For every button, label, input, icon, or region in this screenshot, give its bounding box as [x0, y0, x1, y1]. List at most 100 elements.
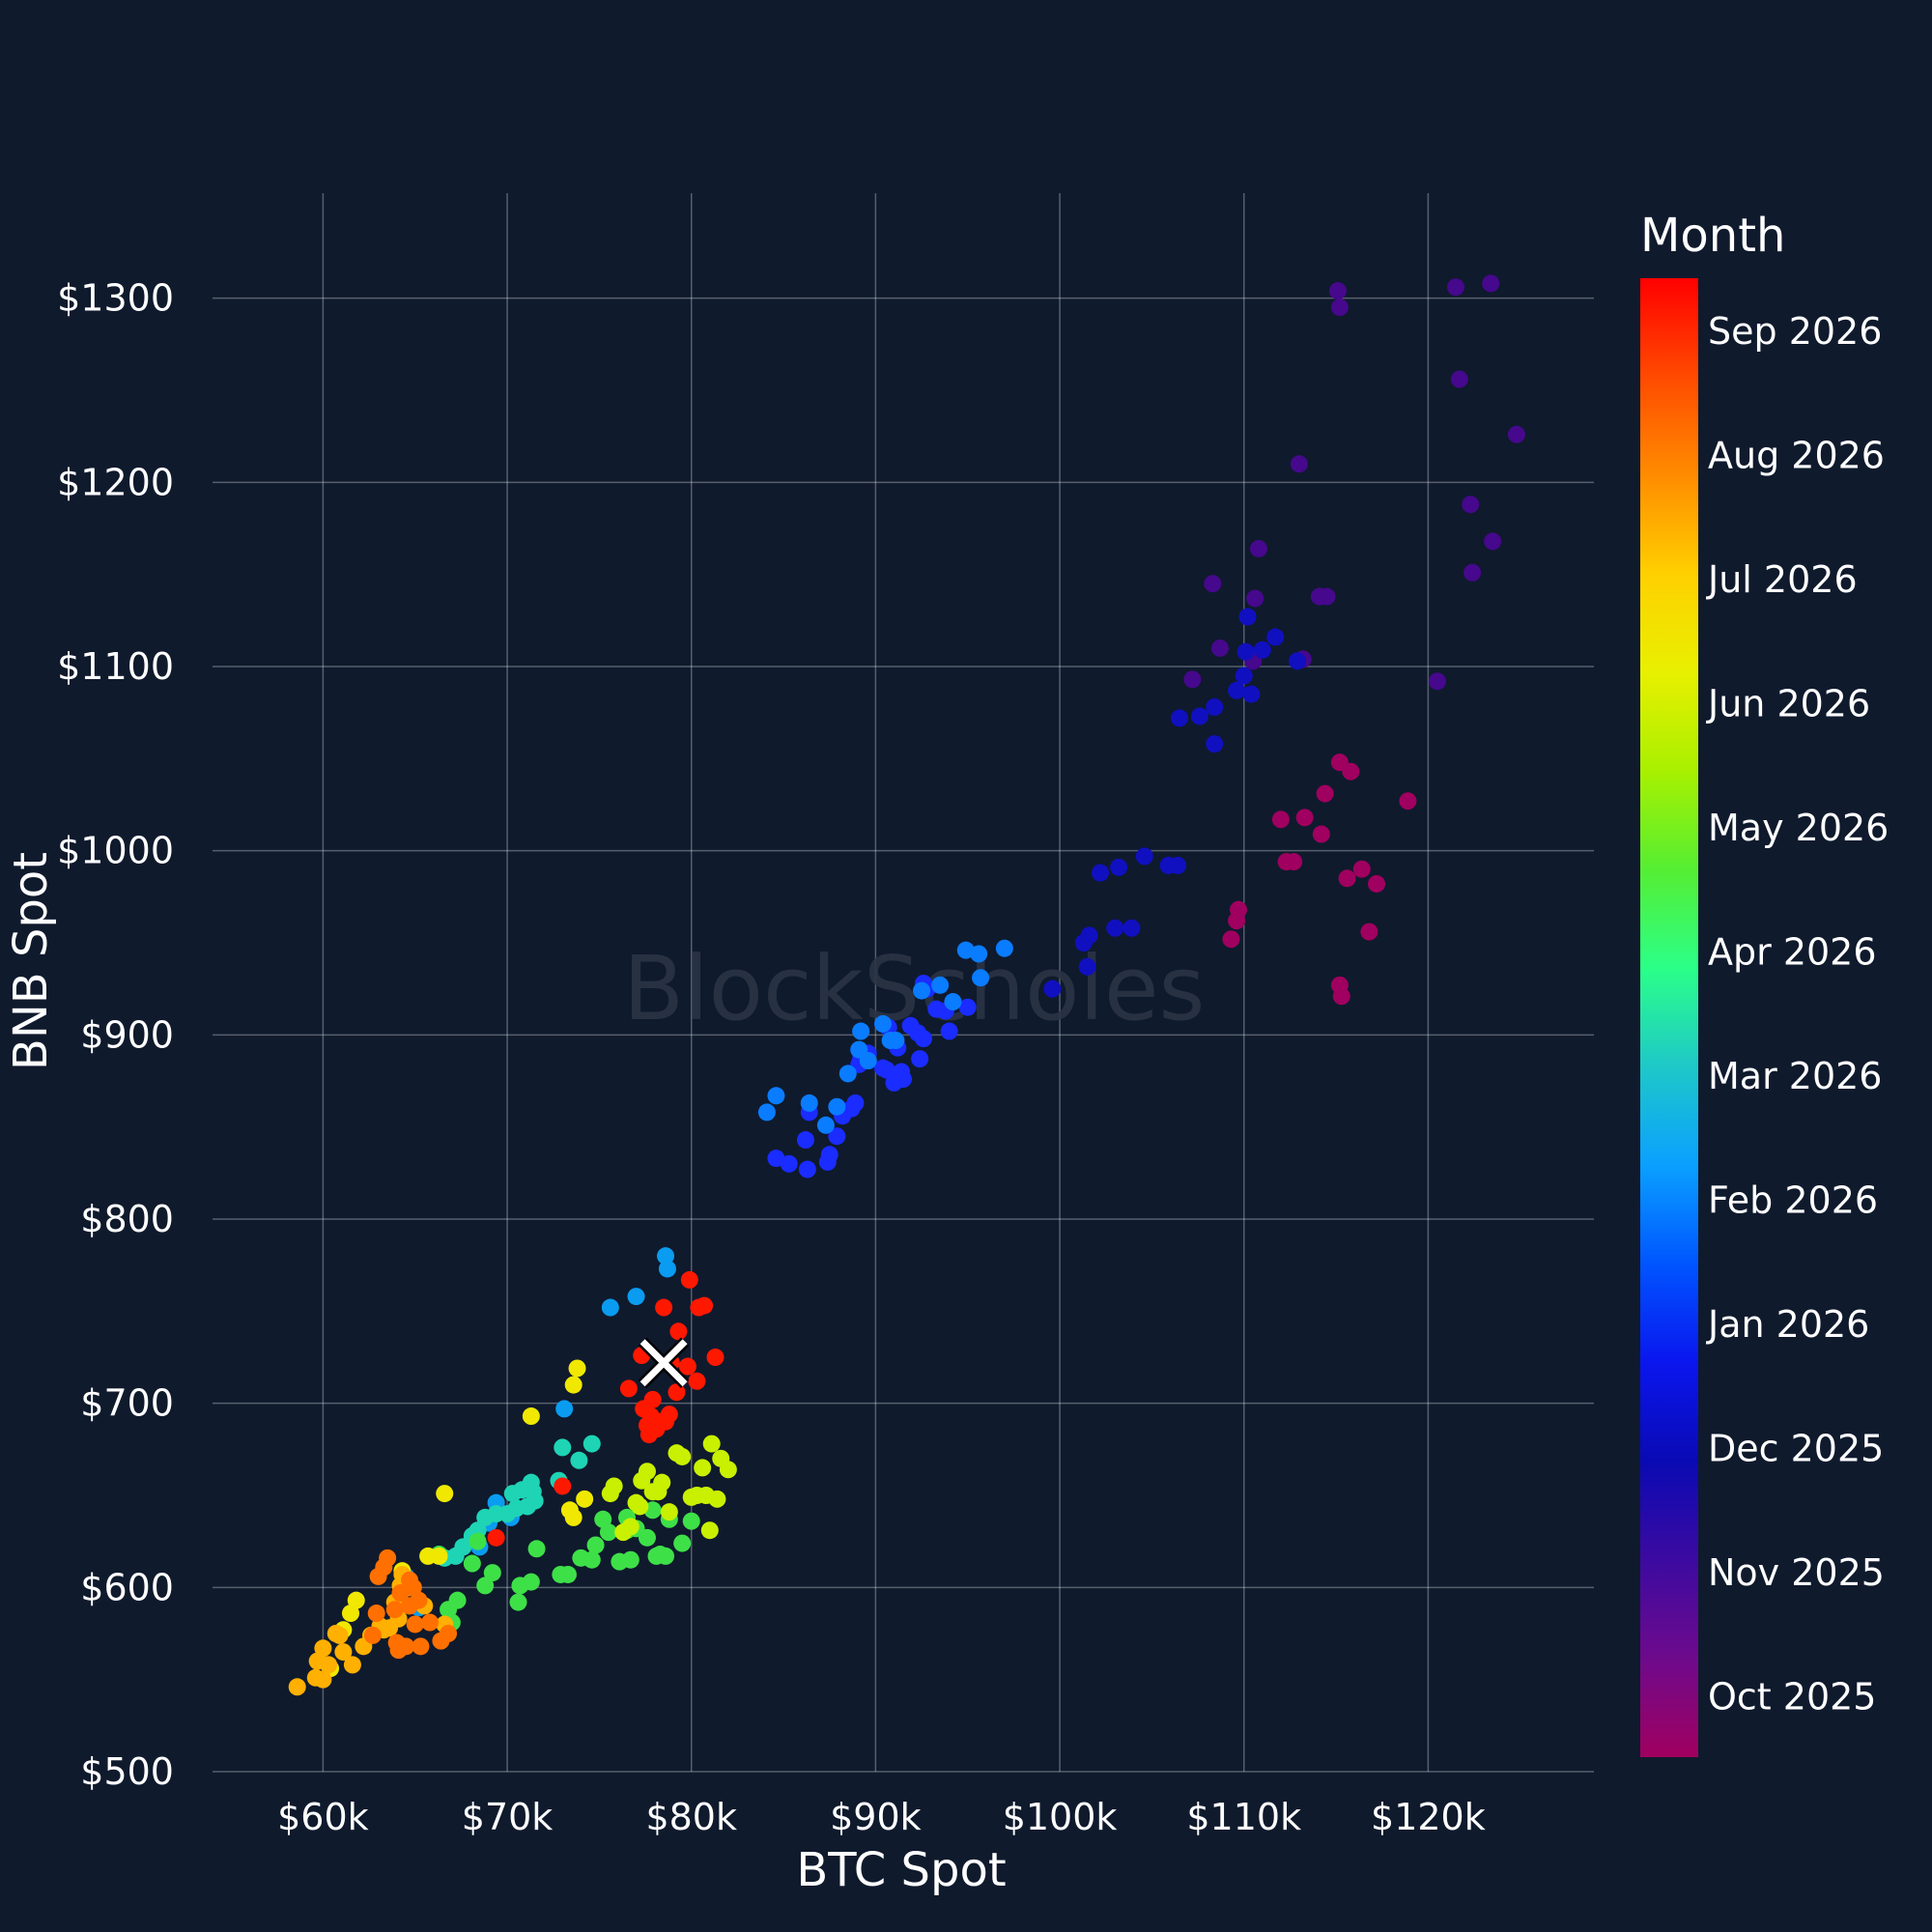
scatter-point	[1206, 697, 1224, 716]
y-tick-label: $500	[80, 1750, 174, 1793]
scatter-point	[1271, 810, 1290, 829]
x-tick-label: $80k	[645, 1796, 737, 1838]
scatter-point	[682, 1512, 700, 1530]
scatter-point	[995, 939, 1013, 957]
scatter-point	[385, 1601, 404, 1619]
scatter-point	[334, 1643, 353, 1662]
scatter-point	[859, 1052, 877, 1070]
scatter-point	[554, 1477, 572, 1495]
scatter-point	[653, 1473, 671, 1492]
scatter-point	[522, 1407, 540, 1426]
scatter-point	[1043, 980, 1062, 998]
scatter-point	[330, 1626, 349, 1644]
scatter-point	[1206, 735, 1224, 753]
scatter-point	[700, 1521, 719, 1540]
scatter-point	[527, 1540, 546, 1558]
scatter-point	[911, 1050, 929, 1068]
scatter-point	[522, 1573, 540, 1591]
scatter-point	[1228, 681, 1246, 699]
scatter-point	[343, 1656, 361, 1674]
scatter-point	[913, 981, 931, 1000]
scatter-point	[406, 1615, 424, 1634]
colorbar	[1640, 278, 1698, 1757]
scatter-point	[605, 1477, 623, 1495]
scatter-point	[931, 976, 950, 994]
scatter-point	[798, 1160, 816, 1179]
scatter-point	[1092, 864, 1110, 882]
y-tick-label: $1100	[57, 645, 174, 688]
scatter-point	[796, 1131, 814, 1150]
scatter-point	[436, 1485, 454, 1503]
scatter-point	[846, 1094, 865, 1112]
scatter-point	[660, 1503, 678, 1521]
scatter-point	[1249, 539, 1267, 557]
scatter-point	[708, 1490, 726, 1508]
scatter-point	[1450, 370, 1468, 388]
x-tick-label: $100k	[1003, 1796, 1118, 1838]
colorbar-label: Nov 2025	[1708, 1551, 1885, 1594]
scatter-point	[1328, 282, 1347, 300]
scatter-point	[719, 1461, 737, 1479]
scatter-point	[526, 1492, 544, 1510]
scatter-point	[314, 1670, 332, 1689]
scatter-point	[555, 1400, 574, 1418]
scatter-point	[852, 1022, 870, 1040]
scatter-point	[1285, 853, 1303, 871]
colorbar-label: Mar 2026	[1708, 1055, 1882, 1097]
scatter-point	[1352, 860, 1371, 878]
scatter-point	[1360, 923, 1378, 941]
grid-lines	[213, 193, 1594, 1773]
y-tick-label: $1000	[57, 830, 174, 872]
scatter-point	[688, 1372, 706, 1390]
scatter-point	[1110, 858, 1128, 876]
colorbar-label: Feb 2026	[1708, 1179, 1878, 1222]
scatter-point	[1266, 628, 1285, 646]
scatter-point	[1399, 792, 1417, 810]
scatter-point	[1484, 532, 1502, 551]
scatter-point	[673, 1447, 692, 1465]
scatter-point	[1230, 900, 1248, 919]
scatter-point	[469, 1532, 487, 1550]
scatter-point	[601, 1298, 619, 1317]
scatter-point	[828, 1127, 846, 1146]
scatter-point	[314, 1639, 332, 1658]
y-tick-label: $600	[80, 1566, 174, 1608]
scatter-point	[1462, 496, 1480, 514]
colorbar-label: Jul 2026	[1706, 558, 1858, 601]
scatter-point	[1482, 274, 1500, 293]
scatter-point	[564, 1508, 582, 1526]
x-tick-label: $90k	[830, 1796, 922, 1838]
y-tick-label: $1300	[57, 277, 174, 320]
current-point-marker	[638, 1337, 690, 1388]
scatter-point	[463, 1554, 481, 1573]
scatter-point	[820, 1146, 838, 1164]
scatter-point	[828, 1097, 846, 1116]
scatter-point	[440, 1625, 458, 1643]
scatter-point	[1222, 930, 1240, 949]
scatter-point	[1342, 762, 1360, 781]
scatter-point	[379, 1548, 397, 1567]
scatter-point	[1171, 709, 1188, 727]
scatter-point	[1204, 575, 1222, 593]
scatter-point	[1289, 652, 1307, 670]
scatter-point	[483, 1564, 501, 1582]
scatter-point	[627, 1288, 645, 1306]
x-tick-label: $110k	[1186, 1796, 1301, 1838]
scatter-point	[1447, 278, 1464, 297]
scatter-point	[1295, 809, 1314, 827]
scatter-point	[887, 1032, 905, 1050]
data-points	[288, 274, 1525, 1696]
colorbar-label: May 2026	[1708, 807, 1889, 849]
y-tick-labels: $500 $600 $700 $800 $900 $1000 $1100 $1200 $1300	[57, 277, 174, 1793]
scatter-point	[1106, 919, 1124, 937]
x-tick-label: $70k	[462, 1796, 554, 1838]
scatter-point	[1238, 608, 1257, 626]
scatter-point	[420, 1613, 439, 1632]
scatter-point	[619, 1379, 638, 1398]
scatter-point	[638, 1463, 656, 1481]
scatter-point	[958, 998, 977, 1016]
x-tick-label: $120k	[1371, 1796, 1486, 1838]
scatter-point	[363, 1626, 382, 1644]
scatter-point	[1463, 563, 1482, 582]
